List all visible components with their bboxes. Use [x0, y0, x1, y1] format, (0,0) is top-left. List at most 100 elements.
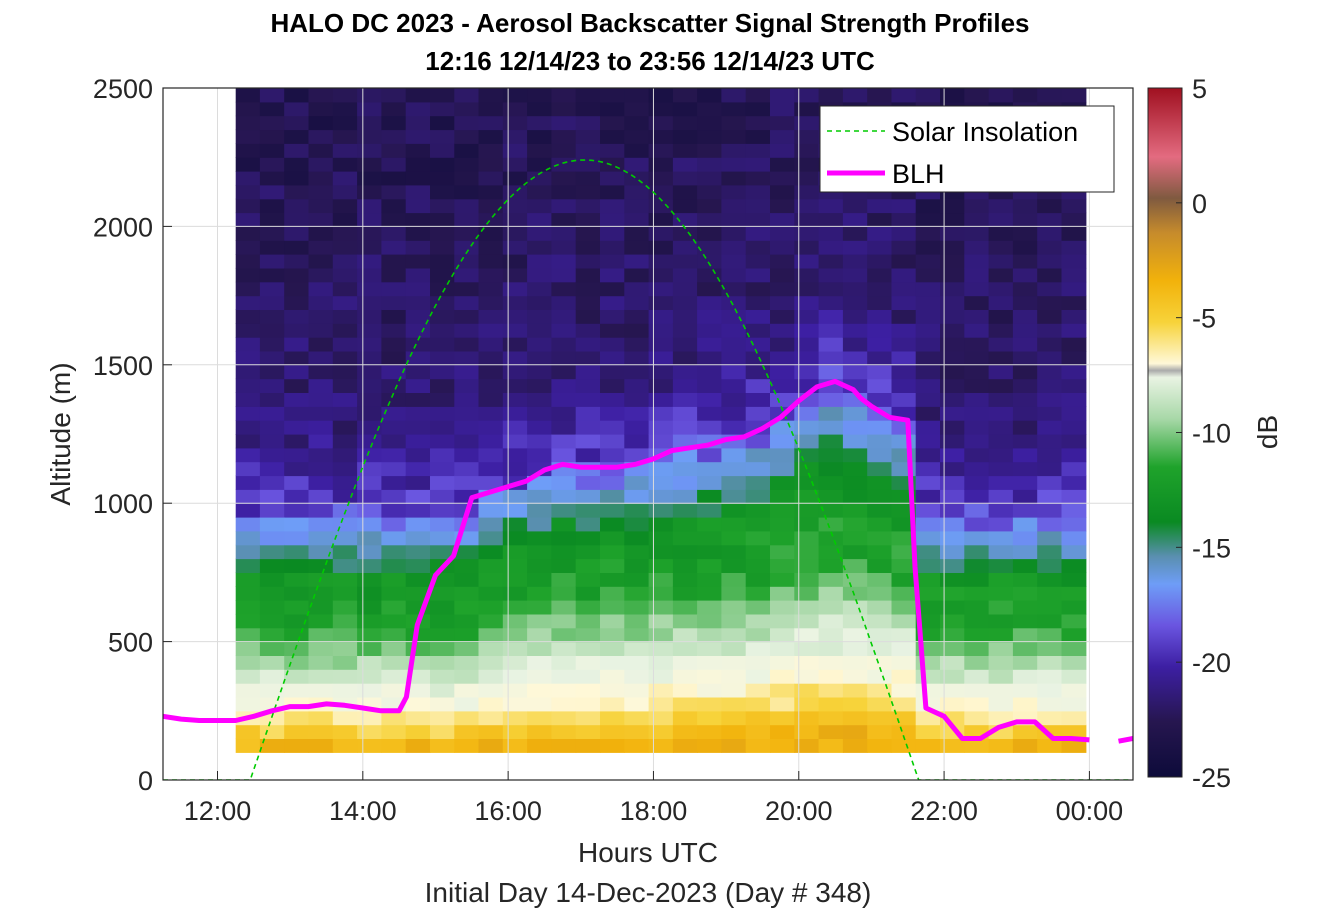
legend[interactable]: Solar Insolation BLH: [819, 105, 1115, 193]
heatmap-cell: [381, 600, 407, 615]
heatmap-cell: [454, 683, 480, 698]
heatmap-cell: [891, 364, 917, 380]
heatmap-cell: [284, 309, 310, 324]
heatmap-cell: [478, 641, 504, 656]
heatmap-cell: [624, 378, 650, 393]
heatmap-cell: [770, 586, 795, 601]
heatmap-cell: [794, 586, 820, 601]
heatmap-cell: [697, 212, 722, 227]
heatmap-cell: [697, 641, 722, 656]
heatmap-cell: [332, 544, 358, 560]
heatmap-cell: [430, 212, 455, 227]
heatmap-cell: [357, 281, 382, 297]
heatmap-cell: [430, 171, 455, 186]
heatmap-cell: [284, 115, 310, 131]
heatmap-cell: [842, 475, 868, 490]
heatmap-cell: [940, 641, 965, 656]
heatmap-cell: [818, 420, 844, 435]
heatmap-cell: [1037, 351, 1063, 366]
heatmap-cell: [430, 586, 455, 601]
heatmap-cell: [867, 240, 893, 255]
heatmap-cell: [745, 738, 771, 753]
heatmap-cell: [794, 420, 820, 435]
heatmap-cell: [405, 392, 431, 407]
heatmap-cell: [1037, 254, 1063, 269]
heatmap-cell: [794, 364, 820, 380]
heatmap-cell: [454, 420, 480, 435]
heatmap-cell: [454, 295, 480, 310]
heatmap-cell: [940, 254, 965, 269]
heatmap-cell: [1012, 600, 1038, 615]
heatmap-cell: [964, 198, 990, 214]
heatmap-cell: [405, 157, 431, 172]
heatmap-cell: [502, 267, 528, 283]
heatmap-cell: [357, 710, 382, 726]
heatmap-cell: [672, 475, 698, 490]
heatmap-cell: [794, 392, 820, 407]
heatmap-cell: [381, 254, 407, 269]
heatmap-cell: [915, 420, 941, 435]
heatmap-cell: [332, 447, 358, 463]
heatmap-cell: [527, 669, 552, 684]
heatmap-cell: [381, 129, 407, 144]
heatmap-cell: [575, 710, 601, 726]
heatmap-cell: [527, 337, 552, 352]
heatmap-cell: [357, 129, 382, 144]
y-tick-label: 0: [138, 766, 153, 796]
heatmap-cell: [430, 281, 455, 297]
heatmap-cell: [357, 572, 382, 587]
heatmap-cell: [259, 586, 285, 601]
colorbar-tick-label: -25: [1192, 763, 1231, 793]
heatmap-cell: [624, 240, 650, 255]
heatmap-cell: [672, 406, 698, 421]
heatmap-cell: [381, 171, 407, 186]
heatmap-cell: [575, 157, 601, 172]
heatmap-cell: [1012, 613, 1038, 629]
heatmap-cell: [551, 198, 577, 214]
heatmap-cell: [842, 738, 868, 753]
heatmap-cell: [915, 267, 941, 283]
heatmap-cell: [259, 378, 285, 393]
heatmap-cell: [867, 627, 893, 643]
heatmap-cell: [1012, 447, 1038, 463]
heatmap-cell: [770, 530, 795, 546]
heatmap-cell: [502, 544, 528, 560]
heatmap-cell: [308, 710, 334, 726]
heatmap-cell: [697, 254, 722, 269]
heatmap-cell: [891, 392, 917, 407]
heatmap-cell: [600, 641, 625, 656]
heatmap-cell: [430, 226, 455, 241]
heatmap-cell: [915, 503, 941, 518]
heatmap-cell: [478, 295, 504, 310]
heatmap-cell: [430, 544, 455, 560]
heatmap-cell: [842, 267, 868, 283]
heatmap-cell: [964, 378, 990, 393]
heatmap-cell: [940, 530, 965, 546]
heatmap-cell: [308, 406, 334, 421]
heatmap-cell: [502, 641, 528, 656]
heatmap-cell: [697, 281, 722, 297]
heatmap-cell: [551, 88, 577, 103]
heatmap-cell: [915, 434, 941, 449]
heatmap-cell: [648, 378, 674, 393]
heatmap-cell: [624, 309, 650, 324]
heatmap-cell: [672, 489, 698, 504]
heatmap-cell: [527, 88, 552, 103]
heatmap-cell: [600, 406, 625, 421]
heatmap-cell: [624, 627, 650, 643]
heatmap-cell: [235, 447, 261, 463]
heatmap-cell: [770, 351, 795, 366]
heatmap-cell: [575, 544, 601, 560]
heatmap-cell: [502, 600, 528, 615]
heatmap-cell: [357, 392, 382, 407]
heatmap-cell: [794, 406, 820, 421]
heatmap-cell: [842, 254, 868, 269]
heatmap-cell: [672, 184, 698, 200]
heatmap-cell: [527, 710, 552, 726]
heatmap-cell: [600, 489, 625, 504]
heatmap-cell: [502, 627, 528, 643]
heatmap-cell: [818, 586, 844, 601]
heatmap-cell: [1061, 351, 1087, 366]
heatmap-cell: [357, 309, 382, 324]
heatmap-cell: [770, 683, 795, 698]
